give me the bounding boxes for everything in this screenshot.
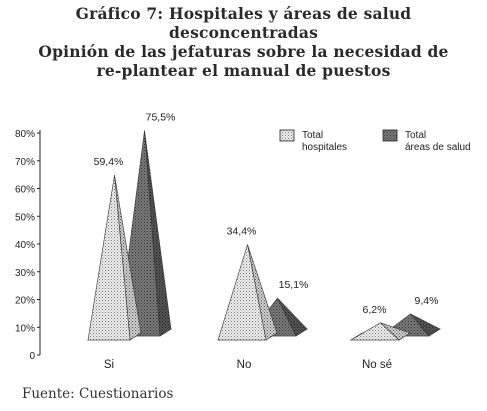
y-tick-label: 20%	[15, 296, 35, 307]
pyramid-marks	[86, 130, 442, 341]
pyramid-front-face	[349, 322, 400, 341]
x-tick-label: No	[237, 359, 252, 371]
data-label: 6,2%	[363, 304, 387, 316]
y-axis: 0 10% 20% 30% 40% 50% 60% 70% 80%	[15, 129, 41, 362]
data-labels: 75,5% 59,4% Si 15,1% 34,4% No 9,4% 6,2% No sé	[94, 111, 439, 371]
y-tick-label: 50%	[15, 212, 35, 223]
title-line-4: re-plantear el manual de puestos	[96, 61, 391, 80]
pyramid-front-face	[217, 244, 267, 341]
y-tick-label: 80%	[15, 129, 35, 140]
pyramid-front-face	[87, 175, 131, 341]
data-label: 59,4%	[94, 156, 124, 168]
title-line-3: Opinión de las jefaturas sobre la necesi…	[38, 42, 449, 61]
legend-swatch	[382, 129, 398, 142]
x-tick-label: Si	[104, 359, 114, 371]
data-label: 34,4%	[227, 226, 257, 238]
title-line-2: desconcentradas	[168, 23, 319, 42]
x-tick-label: No sé	[362, 359, 392, 371]
y-tick-label: 70%	[15, 157, 35, 168]
y-tick-label: 30%	[15, 268, 35, 279]
y-tick-label: 10%	[15, 323, 35, 334]
data-label: 75,5%	[146, 111, 176, 123]
y-tick-label: 0	[29, 351, 35, 362]
legend-label: áreas de salud	[405, 142, 471, 153]
chart-title: Gráfico 7: Hospitales y áreas de salud d…	[0, 4, 487, 80]
data-label: 15,1%	[279, 279, 309, 291]
y-tick-label: 60%	[15, 185, 35, 196]
data-label: 9,4%	[415, 295, 439, 307]
legend-label: hospitales	[302, 142, 347, 153]
title-line-1: Gráfico 7: Hospitales y áreas de salud	[75, 4, 412, 23]
legend-label: Total	[405, 130, 426, 141]
y-tick-label: 40%	[15, 240, 35, 251]
legend-swatch	[279, 129, 295, 142]
legend-label: Total	[302, 130, 323, 141]
source-note: Fuente: Cuestionarios	[22, 386, 174, 402]
